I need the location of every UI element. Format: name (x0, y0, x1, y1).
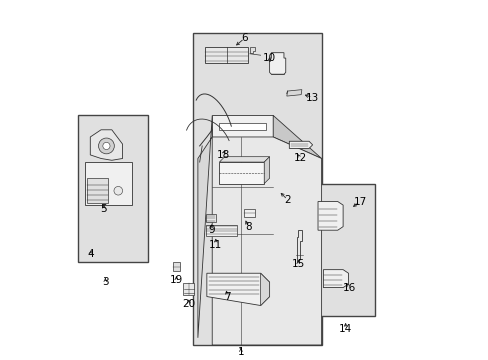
Polygon shape (289, 141, 312, 148)
Polygon shape (219, 157, 269, 162)
Polygon shape (205, 214, 215, 222)
Bar (192, 33, 321, 345)
Text: 3: 3 (102, 277, 108, 287)
Text: 8: 8 (244, 222, 251, 231)
Bar (312, 184, 375, 316)
Bar (78, 116, 147, 262)
Text: 12: 12 (293, 153, 306, 163)
Polygon shape (260, 273, 269, 306)
Bar (183, 283, 194, 296)
Text: 17: 17 (353, 197, 366, 207)
Text: 18: 18 (216, 150, 229, 160)
Polygon shape (90, 130, 122, 160)
Bar (85, 162, 131, 205)
Text: 14: 14 (338, 324, 351, 334)
Circle shape (99, 138, 114, 154)
Text: 5: 5 (101, 204, 107, 214)
Text: 6: 6 (241, 33, 247, 43)
Polygon shape (212, 116, 273, 137)
Circle shape (102, 142, 110, 149)
Text: 20: 20 (182, 299, 195, 309)
Polygon shape (269, 53, 285, 74)
Text: 9: 9 (208, 225, 214, 235)
Polygon shape (244, 209, 255, 217)
Circle shape (114, 186, 122, 195)
Polygon shape (198, 116, 212, 338)
Polygon shape (273, 116, 321, 158)
Polygon shape (205, 225, 237, 235)
Text: 2: 2 (284, 195, 290, 205)
Text: 7: 7 (224, 292, 230, 302)
Polygon shape (249, 47, 255, 53)
Text: 4: 4 (87, 248, 94, 258)
Text: 11: 11 (209, 239, 222, 249)
Polygon shape (286, 90, 301, 96)
Text: 15: 15 (291, 259, 305, 269)
Polygon shape (172, 262, 180, 271)
Text: 10: 10 (263, 53, 276, 63)
Polygon shape (323, 270, 348, 288)
Polygon shape (317, 202, 343, 230)
Text: 16: 16 (342, 283, 355, 293)
Polygon shape (204, 47, 247, 63)
Polygon shape (206, 273, 269, 306)
Polygon shape (264, 157, 269, 184)
Text: 1: 1 (237, 347, 244, 357)
Text: 13: 13 (305, 93, 319, 103)
Polygon shape (219, 123, 265, 130)
Text: 19: 19 (169, 275, 183, 285)
Polygon shape (86, 178, 108, 203)
Polygon shape (296, 230, 301, 262)
Polygon shape (212, 137, 321, 345)
Polygon shape (219, 162, 264, 184)
